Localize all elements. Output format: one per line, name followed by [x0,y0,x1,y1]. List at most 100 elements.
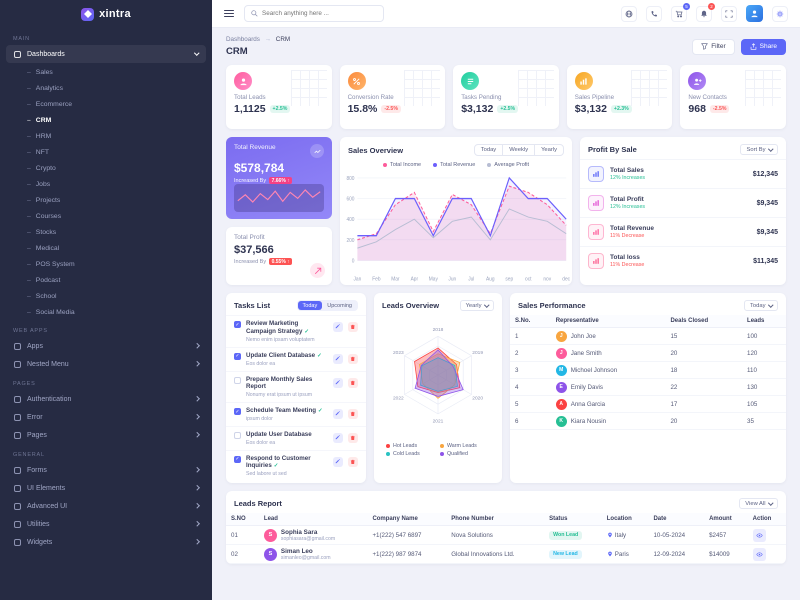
sort-by-dropdown[interactable]: Sort By [740,144,778,155]
table-row[interactable]: 01 S Sophia Sara sophiasara@gmail.com +1(2… [226,525,786,545]
menu-toggle-icon[interactable] [224,9,234,18]
sidebar-item-authentication[interactable]: Authentication [6,390,206,408]
tab-today[interactable]: Today [297,301,323,310]
table-row[interactable]: 5 A Anna Garcia 17 105 [510,395,786,413]
sidebar-item-dashboards[interactable]: Dashboards [6,45,206,63]
task-checkbox[interactable]: ✓ [234,455,241,463]
tab-upcoming[interactable]: Upcoming [327,302,352,309]
table-row[interactable]: 1 J John Joe 15 100 [510,327,786,345]
view-lead-button[interactable] [752,547,766,561]
sidebar-item-pos-system[interactable]: – POS System [27,260,75,268]
notifications-icon[interactable]: 2 [696,2,715,22]
phone-icon[interactable] [646,5,662,22]
breadcrumb-parent[interactable]: Dashboards [226,36,260,43]
task-checkbox[interactable]: ✓ [234,321,241,328]
tab-weekly[interactable]: Weekly [502,145,534,155]
sidebar-item-widgets[interactable]: Widgets [6,533,206,551]
task-checkbox[interactable] [234,431,241,439]
delete-task-button[interactable] [348,456,358,467]
table-row[interactable]: 6 K Kiara Nousin 20 35 [510,412,786,430]
breadcrumb-separator: → [264,36,272,43]
delete-task-button[interactable] [348,377,358,388]
sidebar-item-social-media[interactable]: – Social Media [27,308,75,316]
sidebar-item-projects[interactable]: – Projects [27,196,61,204]
dashboards-submenu: – Sales – Analytics – Ecommerce – CRM – HRM –… [0,64,212,320]
status-badge: New Lead [549,549,582,559]
sales-performance-card: Sales Performance Today S.No. Representa… [510,293,786,483]
sidebar-item-forms[interactable]: Forms [6,461,206,479]
task-checkbox[interactable]: ✓ [234,408,241,415]
sidebar-item-crypto[interactable]: – Crypto [27,164,56,172]
sidebar-item-stocks[interactable]: – Stocks [27,228,57,236]
delete-task-button[interactable] [348,322,358,332]
sidebar-item-utilities[interactable]: Utilities [6,515,206,533]
user-avatar[interactable] [746,5,763,22]
edit-task-button[interactable] [333,353,343,364]
sidebar-item-crm[interactable]: – CRM [27,116,52,124]
chevron-right-icon [193,503,199,509]
svg-text:0: 0 [352,258,355,264]
sidebar-item-advanced-ui[interactable]: Advanced UI [6,497,206,515]
grid-decoration [631,70,668,106]
sidebar-item-analytics[interactable]: – Analytics [27,84,63,92]
delete-task-button[interactable] [348,353,358,364]
sidebar-item-sales[interactable]: – Sales [27,68,53,76]
sidebar-item-apps[interactable]: Apps [6,337,206,355]
sidebar-item-school[interactable]: – School [27,292,57,300]
edit-task-button[interactable] [333,456,343,467]
svg-text:Apr: Apr [411,276,419,282]
apps-icon [14,342,21,350]
total-revenue-card: Total Revenue $578,784 Increased By 7.66… [226,137,332,219]
search-box[interactable] [244,5,384,22]
brand-logo[interactable]: xintra [0,0,212,28]
sidebar-item-ui-elements[interactable]: UI Elements [6,479,206,497]
svg-text:2022: 2022 [393,396,404,402]
cart-icon[interactable]: 5 [671,2,690,22]
leads-overview-radar-chart: 2018 2019 2020 2021 2022 2023 [393,327,483,425]
search-input[interactable] [262,10,377,17]
task-checkbox[interactable]: ✓ [234,352,241,360]
view-all-dropdown[interactable]: View All [739,498,778,509]
delete-task-button[interactable] [348,409,358,419]
fullscreen-icon[interactable] [721,5,737,22]
sidebar-item-error[interactable]: Error [6,408,206,426]
revenue-chart-icon [310,144,324,158]
table-row[interactable]: 3 M Michoel Johnson 18 110 [510,361,786,379]
range-dropdown[interactable]: Today [744,300,778,311]
svg-text:nov: nov [543,276,551,282]
view-lead-button[interactable] [752,528,766,542]
search-icon [251,10,258,17]
tab-today[interactable]: Today [480,147,497,153]
sidebar-item-nested-menu[interactable]: Nested Menu [6,355,206,373]
location-pin-icon [607,551,612,557]
tab-yearly[interactable]: Yearly [534,145,563,155]
language-icon[interactable] [621,5,637,22]
sidebar-item-medical[interactable]: – Medical [27,244,60,252]
table-row[interactable]: 02 S Siman Leo simanleo@gmail.com +1(222) … [226,544,786,564]
sidebar-item-courses[interactable]: – Courses [27,212,62,220]
table-row[interactable]: 2 J Jane Smith 20 120 [510,344,786,362]
edit-task-button[interactable] [333,377,343,388]
widgets-icon [14,538,21,546]
task-checkbox[interactable] [234,376,241,384]
sidebar-item-jobs[interactable]: – Jobs [27,180,51,188]
edit-task-button[interactable] [333,322,343,332]
sidebar-item-ecommerce[interactable]: – Ecommerce [27,100,73,108]
sales-pipeline-icon [574,72,593,90]
table-row[interactable]: 4 E Emily Davis 22 130 [510,378,786,396]
sidebar-item-nft[interactable]: – NFT [27,148,49,156]
filter-button[interactable]: Filter [692,38,735,55]
settings-gear-icon[interactable] [772,5,788,22]
delete-task-button[interactable] [348,432,358,443]
edit-task-button[interactable] [333,409,343,419]
sidebar-item-podcast[interactable]: – Podcast [27,276,61,284]
tasks-pending-icon [461,72,480,90]
sidebar-item-pages[interactable]: Pages [6,426,206,444]
range-dropdown[interactable]: Yearly [459,300,494,311]
edit-task-button[interactable] [333,432,343,443]
nested-menu-icon [14,360,21,368]
revenue-bars-icon [588,224,604,240]
sidebar-item-hrm[interactable]: – HRM [27,132,52,140]
share-button[interactable]: Share [740,38,786,55]
svg-text:800: 800 [346,176,354,182]
